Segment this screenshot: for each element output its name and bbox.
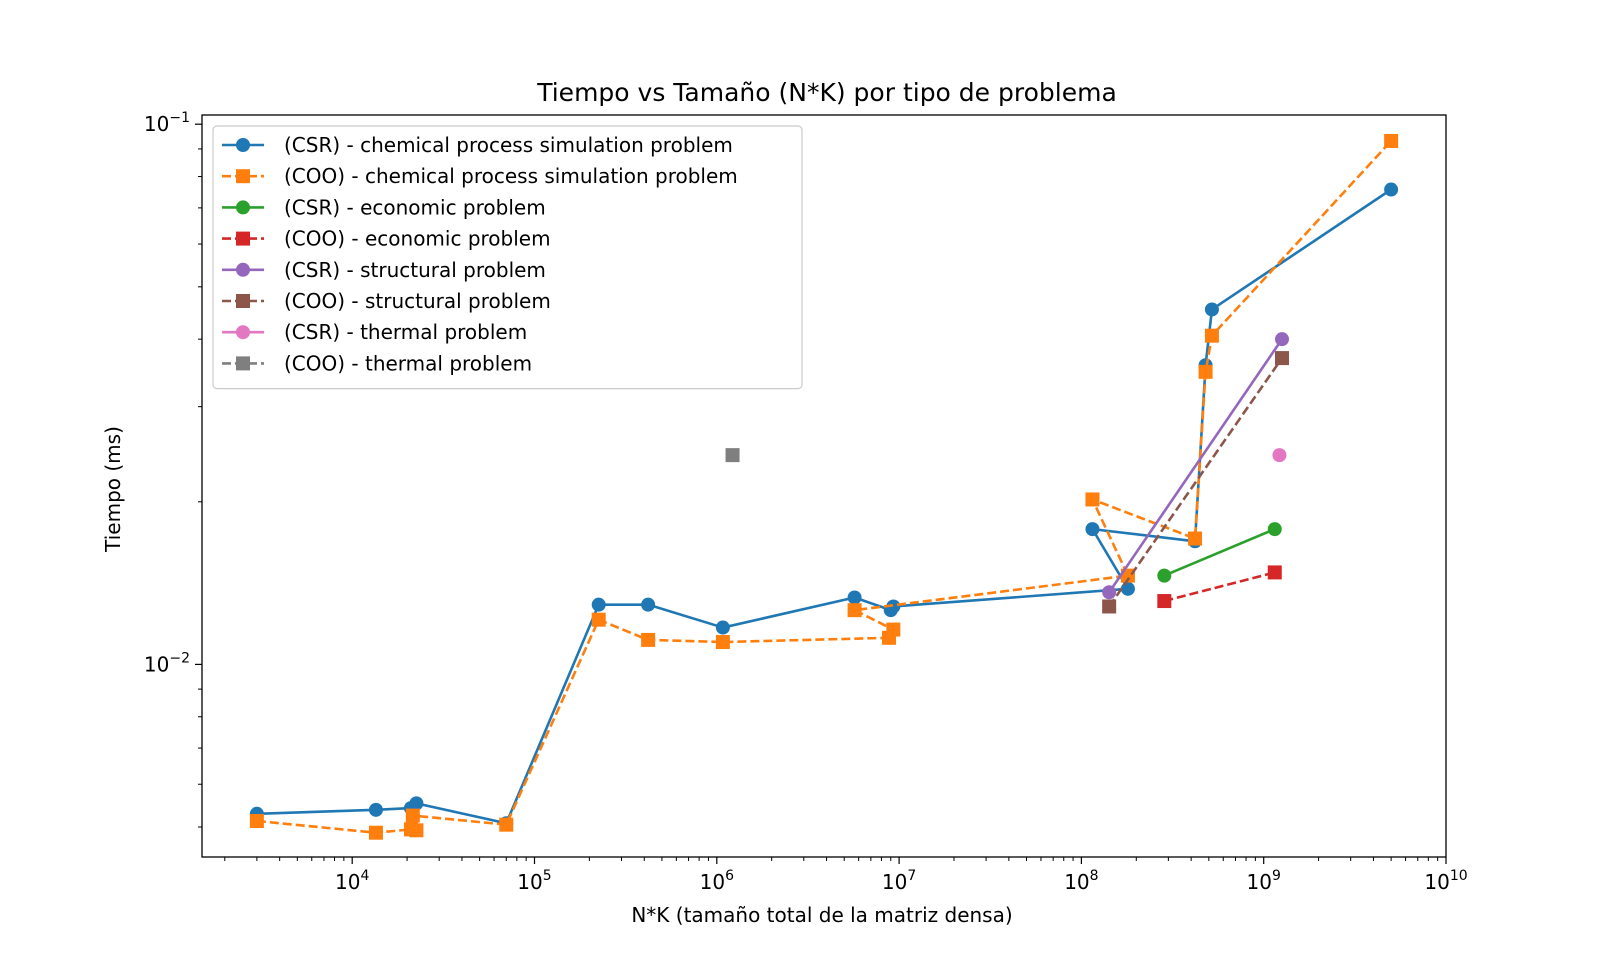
y-axis-label: Tiempo (ms) [101, 426, 125, 553]
legend-marker-3 [236, 231, 250, 246]
series-3 [1157, 565, 1282, 609]
x-tick-label-5: 109 [1247, 868, 1281, 894]
data-point-0-10 [886, 599, 901, 614]
data-point-0-11 [1120, 581, 1135, 596]
chart-title: Tiempo vs Tamaño (N*K) por tipo de probl… [536, 78, 1117, 107]
data-point-0-1 [368, 802, 383, 817]
data-point-0-8 [847, 590, 862, 605]
legend: (CSR) - chemical process simulation prob… [212, 125, 803, 390]
legend-marker-5 [236, 294, 250, 308]
x-tick-label-3: 107 [882, 868, 916, 894]
legend-label-5: (COO) - structural problem [284, 289, 551, 313]
legend-marker-6 [236, 325, 250, 340]
legend-marker-1 [236, 169, 250, 184]
data-point-1-10 [886, 622, 901, 637]
legend-marker-7 [236, 356, 250, 371]
x-tick-label-0: 104 [335, 868, 369, 894]
data-point-4-0 [1102, 585, 1117, 600]
legend-label-6: (CSR) - thermal problem [284, 320, 527, 344]
data-point-1-13 [1085, 492, 1100, 507]
data-point-0-3 [409, 796, 424, 811]
data-point-1-4 [405, 808, 420, 823]
series-5 [1102, 351, 1289, 614]
data-point-1-1 [368, 825, 383, 840]
legend-entry-6: (CSR) - thermal problem [222, 320, 527, 344]
series-line-2 [1163, 527, 1276, 577]
series-line-4 [1108, 338, 1284, 593]
legend-entry-2: (CSR) - economic problem [222, 195, 546, 219]
series-7 [725, 448, 740, 463]
x-tick-label-4: 108 [1064, 868, 1098, 894]
series-2 [1157, 522, 1282, 583]
x-tick-label-2: 106 [700, 868, 734, 894]
data-point-0-5 [591, 597, 606, 612]
data-point-0-6 [641, 597, 656, 612]
legend-label-3: (COO) - economic problem [284, 227, 551, 251]
y-tick-label-1: 10−1 [144, 110, 190, 136]
data-point-1-14 [1188, 531, 1203, 546]
data-point-1-6 [591, 612, 606, 627]
series-line-3 [1163, 571, 1276, 603]
x-tick-label-1: 105 [517, 868, 551, 894]
data-point-4-1 [1274, 332, 1289, 347]
legend-label-7: (COO) - thermal problem [284, 351, 532, 375]
data-point-1-8 [715, 635, 730, 650]
data-point-0-7 [715, 620, 730, 635]
legend-label-2: (CSR) - economic problem [284, 195, 546, 219]
data-point-5-1 [1274, 351, 1289, 366]
data-point-0-16 [1384, 182, 1399, 197]
y-tick-label-0: 10−2 [144, 650, 190, 676]
series-6 [1272, 448, 1287, 463]
data-point-2-1 [1267, 522, 1282, 537]
data-point-0-15 [1204, 302, 1219, 317]
plot-frame [201, 114, 1447, 858]
data-point-3-1 [1267, 565, 1282, 580]
data-point-1-17 [1384, 133, 1399, 148]
legend-entry-0: (CSR) - chemical process simulation prob… [222, 133, 733, 157]
legend-entry-1: (COO) - chemical process simulation prob… [222, 164, 738, 188]
data-point-1-3 [409, 823, 424, 838]
legend-entry-7: (COO) - thermal problem [222, 351, 532, 375]
legend-label-1: (COO) - chemical process simulation prob… [284, 164, 738, 188]
data-point-1-7 [641, 632, 656, 647]
x-axis-label: N*K (tamaño total de la matriz densa) [631, 903, 1012, 927]
legend-entry-4: (CSR) - structural problem [222, 258, 546, 282]
series-4 [1102, 332, 1289, 600]
plot-area [249, 133, 1399, 840]
legend-entry-3: (COO) - economic problem [222, 227, 551, 251]
data-point-2-0 [1157, 568, 1172, 583]
data-point-0-12 [1085, 522, 1100, 537]
series-group [249, 133, 1399, 840]
data-point-7-0 [725, 448, 740, 463]
legend-marker-2 [236, 200, 250, 215]
x-tick-label-6: 1010 [1424, 868, 1467, 894]
series-1 [249, 133, 1399, 840]
data-point-1-0 [249, 813, 264, 828]
legend-label-0: (CSR) - chemical process simulation prob… [284, 133, 733, 157]
data-point-6-0 [1272, 448, 1287, 463]
legend-box [212, 125, 803, 390]
data-point-1-16 [1204, 328, 1219, 343]
legend-marker-0 [236, 138, 250, 152]
data-point-1-11 [847, 603, 862, 618]
data-point-1-15 [1198, 364, 1213, 379]
legend-marker-4 [236, 262, 250, 277]
series-line-5 [1108, 357, 1284, 608]
legend-label-4: (CSR) - structural problem [284, 258, 546, 282]
axes: 104 105 106 107 108 109 1010 10−2 10−1 [144, 110, 1468, 894]
data-point-5-0 [1102, 599, 1117, 614]
data-point-1-5 [499, 817, 514, 832]
data-point-3-0 [1157, 594, 1172, 609]
legend-entry-5: (COO) - structural problem [222, 289, 551, 313]
